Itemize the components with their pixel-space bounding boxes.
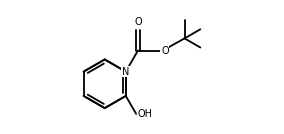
- Text: N: N: [122, 67, 130, 77]
- Text: O: O: [161, 46, 169, 56]
- Text: OH: OH: [137, 109, 152, 119]
- Text: O: O: [134, 17, 142, 27]
